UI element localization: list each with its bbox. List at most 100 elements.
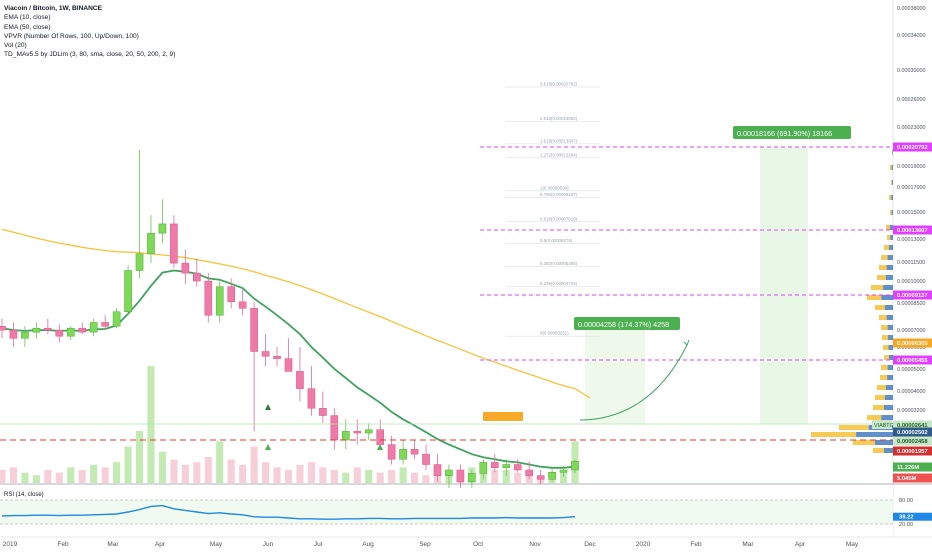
time-tick: Sep [419,541,431,548]
price-tick: 0.00005000 [897,367,925,373]
vpvr-bar-down [892,165,893,170]
vpvr-bar-up [867,415,881,420]
vpvr-bar-up [891,180,892,185]
price-tick: 0.00010000 [897,279,925,285]
fib-label: 0(0.00003251) [540,331,569,336]
candle-body [79,328,86,332]
volume-bar [308,462,315,483]
volume-bar [228,460,235,483]
price-tick: 0.00004000 [897,389,925,395]
time-tick: Apr [155,541,166,548]
vpvr-bar-up [890,210,892,215]
time-tick: Feb [690,541,702,548]
vpvr-bar-up [873,448,884,453]
vpvr-bar-down [891,195,893,200]
volume-bar [56,473,63,483]
candle-body [21,332,28,338]
volume-bar [0,470,6,483]
vpvr-bar-up [892,150,893,155]
vpvr-bar-up [879,315,887,320]
volume-bar [514,473,521,483]
candle-body [56,330,63,336]
indicator-vol[interactable]: Vol (20) [4,41,175,50]
volume-bar [170,460,177,483]
vpvr-bar-down [890,235,893,240]
time-tick: Jul [314,541,323,548]
price-tag-label: 11.226M [897,465,919,471]
price-tick: 0.00038000 [897,6,925,12]
candle-body [205,281,212,315]
fib-label: 0.786(0.00009137) [540,192,578,197]
candle-body [147,233,154,254]
rsi-title: RSI (14, close) [4,492,44,498]
symbol-title: Viacoin / Bitcoin, 1W, BINANCE [4,4,175,13]
candle-body [44,328,51,330]
candle-body [33,328,40,332]
vpvr-bar-down [888,335,893,340]
price-tick: 0.00023000 [897,125,925,131]
price-tag-label: 5.045M [897,476,917,482]
candle-body [422,454,429,464]
candle-body [262,352,269,357]
candle-body [354,431,361,433]
candle-body [571,461,578,470]
candle-body [526,470,533,476]
indicator-ema50[interactable]: EMA (50, close) [4,23,175,32]
volume-bar [354,467,361,483]
price-axis [893,0,932,537]
vpvr-bar-up [877,275,886,280]
rsi-band [0,500,893,524]
volume-bar [262,462,269,483]
price-tag-label: 0.00020792 [897,145,928,151]
vpvr-bar-down [889,355,893,360]
volume-bar [422,475,429,483]
time-tick: 2020 [636,541,651,548]
candle-body [491,462,498,467]
vpvr-bar-up [877,385,886,390]
vpvr-bar-up [875,305,885,310]
vpvr-bar-down [884,405,893,410]
time-axis [0,537,932,550]
time-tick: Oct [473,541,483,548]
indicator-td[interactable]: TD_MAv5.5 by JDLim (3, 80, sma, close, 2… [4,50,175,59]
indicator-vpvr[interactable]: VPVR (Number Of Rows, 100, Up/Down, 100) [4,32,175,41]
volume-bar [285,470,292,483]
fib-label: 0.5(0.00006479) [540,238,573,243]
volume-bar [182,465,189,483]
price-tick: 0.00008500 [897,301,925,307]
price-tag-label: 0.00013607 [897,228,928,234]
time-tick: Mar [107,541,119,548]
volume-bar [205,457,212,483]
candle-body [537,476,544,480]
fib-label: 1(0.00009594) [540,185,569,190]
candle-body [457,470,464,482]
vpvr-bar-down [856,432,893,437]
volume-bar [90,465,97,483]
vpvr-bar-down [892,180,893,185]
volume-bar [400,467,407,483]
volume-bar [411,473,418,483]
volume-bar [331,470,338,483]
vpvr-bar-down [887,265,893,270]
indicator-ema10[interactable]: EMA (10, close) [4,13,175,22]
vpvr-bar-down [888,325,893,330]
vpvr-bar-up [853,440,875,445]
vpvr-bar-down [884,448,893,453]
candle-body [503,465,510,468]
time-tick: Apr [795,541,806,548]
candle-body [193,273,200,281]
volume-bar [193,462,200,483]
vpvr-bar-up [883,345,889,350]
legend-panel: Viacoin / Bitcoin, 1W, BINANCE EMA (10, … [4,4,175,60]
vpvr-bar-down [888,365,893,370]
price-tag-label: 0.00002502 [897,430,928,436]
candle-body [125,271,132,312]
symbol-tag-label: VIABTC [874,423,894,429]
vpvr-bar-down [881,415,893,420]
volume-bar [159,452,166,483]
price-tick: 0.00019000 [897,164,925,170]
fib-label: 1.618(0.00013607) [540,138,578,143]
candle-body [182,263,189,273]
candle-body [296,371,303,388]
volume-bar [79,470,86,483]
